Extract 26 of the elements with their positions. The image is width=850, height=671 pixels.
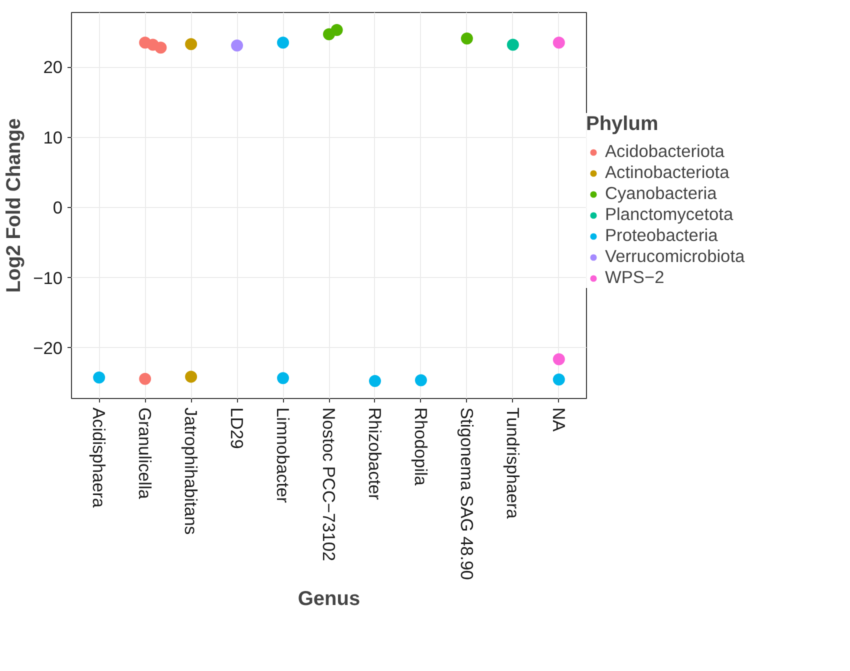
y-axis-title: Log2 Fold Change <box>3 118 26 293</box>
legend-title: Phylum <box>586 113 660 136</box>
x-axis-title: Genus <box>298 588 360 610</box>
legend-label: Planctomycetota <box>605 204 734 225</box>
legend-label: Cyanobacteria <box>605 183 717 204</box>
x-tick-label: Tundrisphaera <box>502 408 523 519</box>
x-tick-label: Limnobacter <box>273 408 294 504</box>
legend-label: WPS−2 <box>605 267 664 288</box>
legend-label: Verrucomicrobiota <box>605 246 745 267</box>
y-tick-label: 20 <box>43 57 63 78</box>
x-tick-label: Rhizobacter <box>364 408 385 500</box>
x-tick-label: NA <box>548 408 569 432</box>
x-tick-label: Granulicella <box>135 408 156 500</box>
x-tick-label: Acidisphaera <box>89 408 110 508</box>
x-tick-label: Nostoc PCC−73102 <box>319 408 339 562</box>
legend-label: Acidobacteriota <box>605 141 724 162</box>
y-tick-label: 10 <box>43 127 63 148</box>
y-tick-label: −20 <box>33 338 63 358</box>
y-tick-label: 0 <box>52 198 63 218</box>
x-tick-label: LD29 <box>227 408 248 449</box>
y-tick-label: −10 <box>33 268 63 288</box>
x-tick-label: Jatrophihabitans <box>181 408 202 535</box>
x-tick-label: Rhodopila <box>410 408 431 486</box>
legend-label: Actinobacteriota <box>605 162 730 183</box>
legend-label: Proteobacteria <box>605 225 718 246</box>
x-tick-label: Stigonema SAG 48.90 <box>456 408 477 580</box>
